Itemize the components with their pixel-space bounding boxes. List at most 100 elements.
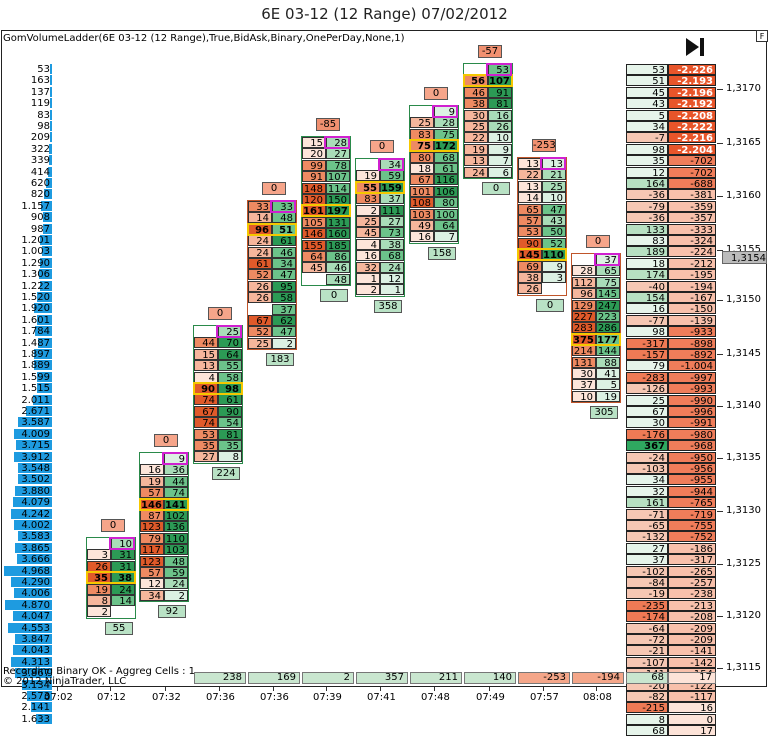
cum-delta-total: -993 [668, 383, 716, 395]
time-tick [489, 687, 490, 691]
ladder-bar [34, 349, 52, 359]
cum-delta-total: -956 [668, 463, 716, 474]
cum-delta-bar: 34 [626, 121, 668, 132]
ladder-bar [50, 121, 52, 131]
bid-volume-cell: 148 [302, 182, 326, 194]
bid-volume-cell: 79 [140, 532, 164, 544]
price-tick [717, 143, 723, 144]
ladder-value: 1.306 [21, 269, 50, 281]
price-tick [717, 668, 723, 669]
bid-volume-cell: 26 [248, 280, 272, 292]
ask-volume-cell: 35 [218, 440, 242, 451]
cum-delta-bar: 35 [626, 155, 668, 167]
ladder-value: 3.867 [21, 668, 50, 680]
time-label: 07:41 [367, 692, 396, 703]
ladder-bar [18, 474, 52, 485]
ask-volume-cell: 37 [272, 303, 296, 315]
copyright: © 2012 NinjaTrader, LLC [3, 676, 127, 687]
cum-delta-bar: 34 [626, 474, 668, 486]
cum-delta-bar: -24 [626, 451, 668, 463]
go-to-end-icon[interactable] [684, 37, 706, 57]
cum-delta-total: 0 [668, 713, 716, 725]
bid-volume-cell: 24 [464, 166, 488, 178]
price-label: 1,3155 [726, 244, 761, 255]
bid-volume-cell: 22 [464, 132, 488, 144]
ladder-bar [44, 189, 52, 200]
ladder-bar [43, 223, 52, 234]
ladder-value: 137 [30, 86, 50, 98]
cum-delta-bar: -317 [626, 337, 668, 349]
cum-delta-total: -968 [668, 440, 716, 452]
cum-delta-bar: -79 [626, 200, 668, 212]
bid-volume-cell: 38 [518, 272, 542, 283]
open-marker [432, 105, 458, 118]
cum-delta-bar: 174 [626, 269, 668, 281]
bid-volume-cell: 57 [140, 567, 164, 578]
cum-delta-bar: 25 [626, 394, 668, 406]
bar-top-delta: -85 [316, 118, 340, 131]
ask-volume-cell: 47 [272, 326, 296, 338]
ask-volume-cell: 106 [434, 185, 458, 197]
ladder-value: 3.134 [21, 679, 50, 691]
bid-volume-cell: 52 [248, 269, 272, 281]
ladder-value: 4.968 [21, 565, 50, 577]
ladder-bar [18, 463, 52, 473]
bid-volume-cell: 103 [410, 208, 434, 220]
ask-volume-cell: 1 [380, 284, 404, 296]
poc-highlight [571, 332, 621, 346]
ask-volume-cell: 86 [326, 251, 350, 262]
cum-delta-bar: -72 [626, 634, 668, 645]
ladder-bar [17, 554, 52, 565]
ladder-value: 1.920 [21, 303, 50, 315]
ladder-bar [13, 645, 52, 656]
cum-delta-bar: -102 [626, 565, 668, 577]
cum-delta-total: -150 [668, 303, 716, 315]
bid-volume-cell: 64 [302, 251, 326, 262]
time-tick [326, 687, 327, 691]
bid-volume-cell: 49 [410, 220, 434, 231]
ladder-value: 4.553 [21, 622, 50, 634]
ask-volume-cell: 100 [434, 208, 458, 220]
ask-volume-cell: 75 [596, 276, 620, 288]
bid-volume-cell: 91 [302, 171, 326, 183]
bid-volume-cell: 45 [302, 262, 326, 274]
bid-volume-cell: 19 [140, 475, 164, 487]
bid-volume-cell: 67 [410, 174, 434, 186]
time-label: 07:39 [313, 692, 342, 703]
cum-delta-bar: 98 [626, 326, 668, 338]
cum-delta-total: -208 [668, 611, 716, 623]
ask-volume-cell: 5 [596, 379, 620, 391]
bid-volume-cell: 13 [194, 360, 218, 372]
bid-volume-cell: 129 [572, 299, 596, 311]
time-label: 07:32 [152, 692, 181, 703]
ask-volume-cell: 43 [542, 215, 566, 226]
ladder-bar [18, 417, 52, 428]
ladder-value: 4.079 [21, 497, 50, 509]
cum-delta-total: -2.196 [668, 86, 716, 98]
ladder-bar [37, 292, 52, 302]
cum-delta-total: -2.226 [668, 64, 716, 75]
ladder-value: 4.043 [21, 645, 50, 657]
open-marker [486, 63, 512, 76]
ask-volume-cell: 81 [488, 98, 512, 110]
ladder-value: 1.601 [21, 314, 50, 326]
time-tick [434, 687, 435, 691]
cum-delta-bar: 5 [626, 109, 668, 121]
ladder-value: 1.889 [21, 360, 50, 372]
ask-volume-cell: 9 [488, 143, 512, 155]
recording-status: Recording Binary OK - Aggreg Cells : 1 [3, 666, 195, 677]
ladder-value: 209 [30, 132, 50, 144]
bid-volume-cell: 10 [572, 390, 596, 402]
cum-delta-total: -213 [668, 599, 716, 611]
ladder-bar [14, 428, 52, 439]
cum-delta-footer: 68 [626, 672, 668, 684]
ladder-bar [11, 577, 52, 587]
chart-corner-button[interactable]: F [756, 30, 768, 42]
ladder-value: 414 [30, 166, 50, 178]
bar-bottom-delta: 92 [158, 605, 186, 619]
cum-delta-total: -944 [668, 485, 716, 497]
time-label: 08:08 [583, 692, 612, 703]
ladder-bar [11, 656, 52, 667]
cum-delta-total: -2.204 [668, 143, 716, 155]
ask-volume-cell: 54 [218, 417, 242, 429]
